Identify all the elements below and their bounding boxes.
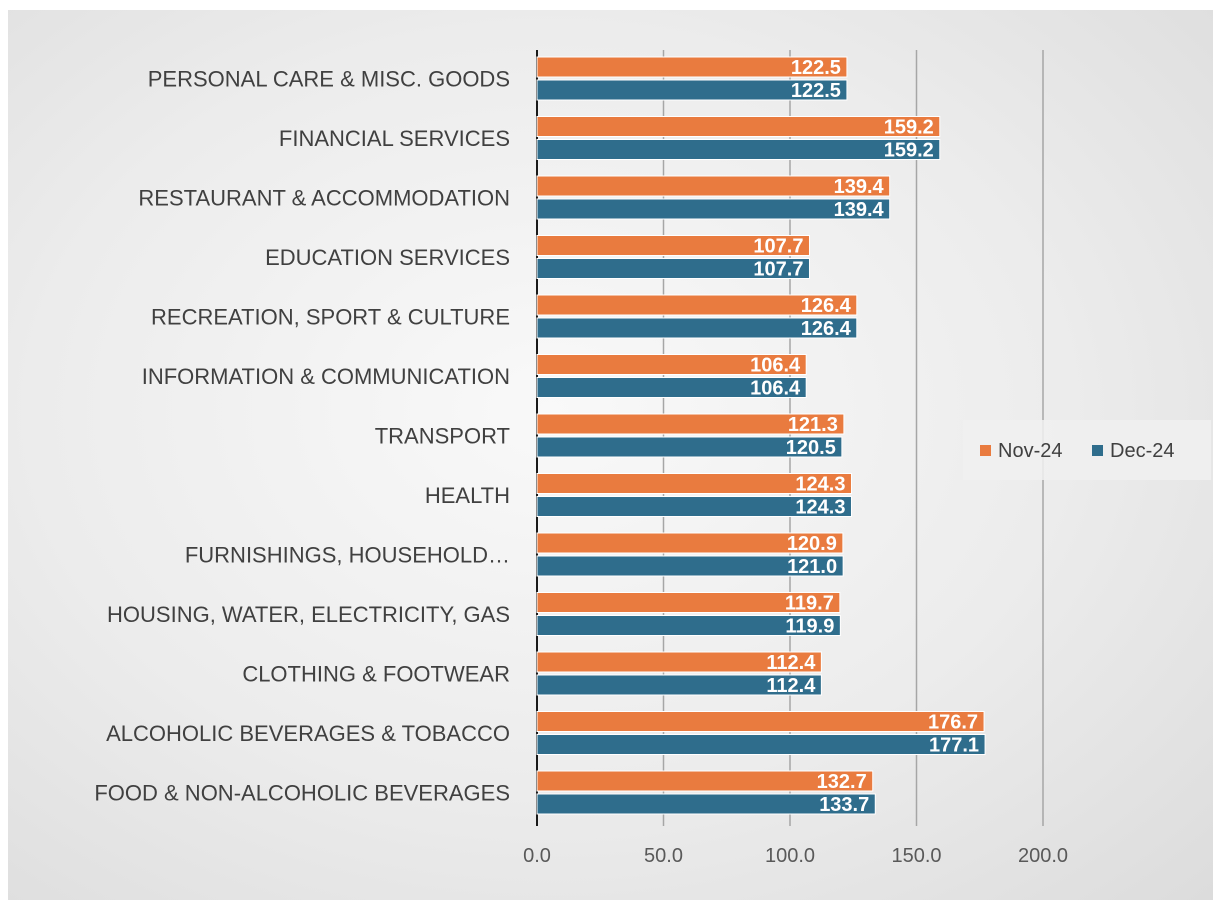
bar-dec-24 bbox=[536, 793, 876, 815]
data-label: 126.4 bbox=[801, 318, 852, 340]
bar-dec-24 bbox=[536, 496, 852, 517]
category-label: ALCOHOLIC BEVERAGES & TOBACCO bbox=[106, 721, 510, 746]
bar-nov-24 bbox=[536, 770, 874, 792]
legend-swatch-dec-24 bbox=[1092, 445, 1103, 456]
data-label: 177.1 bbox=[929, 735, 979, 757]
bar-nov-24 bbox=[536, 413, 845, 435]
bar-dec-24 bbox=[536, 674, 822, 696]
bar-dec-24 bbox=[536, 615, 841, 636]
data-label: 121.3 bbox=[788, 414, 838, 436]
bar-nov-24 bbox=[536, 294, 858, 316]
category-label: RECREATION, SPORT & CULTURE bbox=[151, 305, 510, 330]
legend-swatch-nov-24 bbox=[980, 445, 991, 456]
category-label: PERSONAL CARE & MISC. GOODS bbox=[148, 67, 510, 92]
bar-nov-24 bbox=[536, 116, 941, 137]
x-tick-label: 50.0 bbox=[644, 845, 683, 867]
category-label: CLOTHING & FOOTWEAR bbox=[242, 662, 510, 687]
bar-dec-24 bbox=[536, 139, 941, 160]
data-label: 126.4 bbox=[801, 295, 852, 317]
data-label: 139.4 bbox=[834, 199, 885, 221]
category-label: HEALTH bbox=[425, 483, 510, 508]
data-label: 159.2 bbox=[884, 117, 934, 139]
x-tick-label: 100.0 bbox=[765, 845, 815, 867]
data-label: 124.3 bbox=[795, 497, 845, 519]
x-tick-label: 200.0 bbox=[1018, 845, 1068, 867]
legend-box bbox=[963, 420, 1211, 480]
data-label: 106.4 bbox=[750, 378, 801, 400]
bar-dec-24 bbox=[536, 198, 891, 220]
data-label: 119.7 bbox=[785, 593, 834, 615]
bar-dec-24 bbox=[536, 436, 843, 458]
legend-label: Nov-24 bbox=[998, 440, 1062, 462]
data-label: 122.5 bbox=[791, 57, 841, 79]
data-label: 106.4 bbox=[750, 355, 801, 377]
data-label: 121.0 bbox=[787, 556, 837, 578]
bar-dec-24 bbox=[536, 555, 844, 577]
bar-nov-24 bbox=[536, 473, 852, 494]
category-label: TRANSPORT bbox=[375, 424, 510, 449]
bar-nov-24 bbox=[536, 175, 891, 197]
bar-nov-24 bbox=[536, 532, 844, 554]
bar-dec-24 bbox=[536, 317, 858, 339]
data-label: 120.9 bbox=[787, 533, 837, 555]
data-label: 139.4 bbox=[834, 176, 885, 198]
x-tick-label: 150.0 bbox=[891, 845, 941, 867]
data-label: 133.7 bbox=[819, 794, 869, 816]
category-label: FOOD & NON-ALCOHOLIC BEVERAGES bbox=[94, 781, 510, 806]
bar-dec-24 bbox=[536, 258, 810, 279]
bar-nov-24 bbox=[536, 354, 807, 375]
data-label: 159.2 bbox=[884, 140, 934, 162]
category-label: HOUSING, WATER, ELECTRICITY, GAS bbox=[107, 602, 510, 627]
data-label: 107.7 bbox=[753, 259, 803, 281]
category-label: INFORMATION & COMMUNICATION bbox=[142, 364, 510, 389]
category-labels: FOOD & NON-ALCOHOLIC BEVERAGES ALCOHOLIC … bbox=[94, 67, 510, 806]
bar-nov-24 bbox=[536, 235, 810, 256]
bar-nov-24 bbox=[536, 56, 848, 78]
data-label: 112.4 bbox=[766, 675, 816, 697]
category-label: RESTAURANT & ACCOMMODATION bbox=[138, 186, 510, 211]
data-label: 119.9 bbox=[785, 616, 834, 638]
x-tick-label: 0.0 bbox=[523, 845, 551, 867]
data-label: 122.5 bbox=[791, 80, 841, 102]
data-label: 107.7 bbox=[753, 236, 803, 258]
data-label: 176.7 bbox=[928, 712, 978, 734]
bar-dec-24 bbox=[536, 734, 986, 755]
legend: Nov-24 Dec-24 bbox=[963, 420, 1211, 480]
bar-dec-24 bbox=[536, 377, 807, 398]
x-tick-labels: 0.0 50.0 100.0 150.0 200.0 bbox=[523, 845, 1068, 867]
data-label: 120.5 bbox=[786, 437, 836, 459]
category-label: EDUCATION SERVICES bbox=[265, 245, 510, 270]
data-label: 124.3 bbox=[795, 474, 845, 496]
category-label: FURNISHINGS, HOUSEHOLD… bbox=[185, 543, 510, 568]
bar-nov-24 bbox=[536, 592, 841, 613]
legend-label: Dec-24 bbox=[1110, 440, 1174, 462]
bar-nov-24 bbox=[536, 651, 822, 673]
data-label: 132.7 bbox=[817, 771, 867, 793]
category-label: FINANCIAL SERVICES bbox=[279, 126, 510, 151]
data-label: 112.4 bbox=[766, 652, 816, 674]
bar-nov-24 bbox=[536, 711, 985, 732]
bars bbox=[536, 56, 986, 815]
bar-dec-24 bbox=[536, 79, 848, 101]
